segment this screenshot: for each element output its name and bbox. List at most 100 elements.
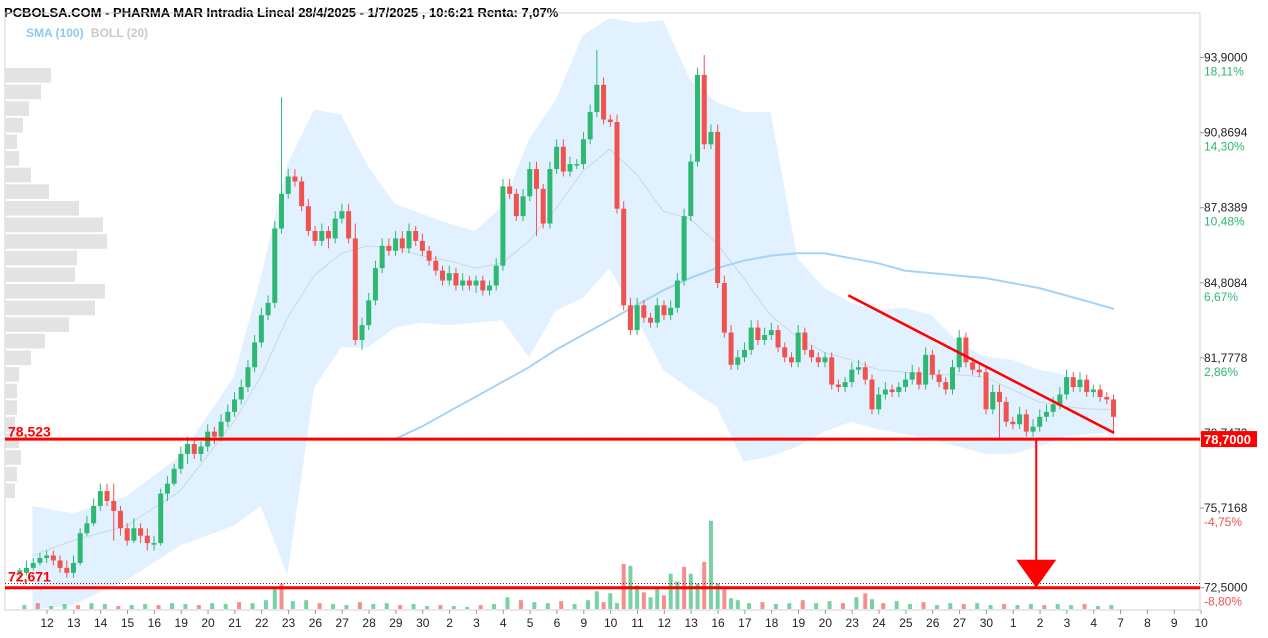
candle-body bbox=[131, 528, 137, 541]
volume-profile-bar bbox=[5, 151, 19, 166]
volume-profile-bar bbox=[5, 300, 95, 316]
candle-body bbox=[171, 468, 177, 484]
projection-arrow-head bbox=[1016, 559, 1057, 588]
volume-bar bbox=[156, 605, 161, 609]
volume-profile-bar bbox=[5, 350, 31, 366]
volume-bar bbox=[1069, 605, 1074, 609]
volume-bar bbox=[76, 605, 81, 609]
x-tick-label: 30 bbox=[416, 616, 430, 630]
candle-body bbox=[84, 523, 90, 534]
x-tick-label: 19 bbox=[175, 616, 189, 630]
candle-body bbox=[1030, 426, 1036, 432]
candle-body bbox=[232, 399, 238, 412]
volume-bar bbox=[116, 606, 121, 609]
volume-bar bbox=[948, 603, 953, 609]
volume-bar bbox=[371, 604, 376, 609]
volume-profile-bar bbox=[5, 200, 79, 216]
volume-bar bbox=[1042, 605, 1047, 609]
volume-profile-bar bbox=[5, 234, 107, 249]
volume-bar bbox=[814, 603, 819, 609]
candle-body bbox=[1070, 377, 1076, 388]
candle-body bbox=[386, 245, 392, 251]
candle-body bbox=[453, 273, 459, 286]
volume-bar bbox=[708, 520, 713, 609]
volume-bar bbox=[102, 604, 107, 609]
x-tick-label: 21 bbox=[228, 616, 242, 630]
candle-body bbox=[419, 240, 425, 251]
candle-body bbox=[533, 169, 539, 189]
x-tick-label: 20 bbox=[201, 616, 215, 630]
volume-bar bbox=[747, 603, 752, 609]
candle-body bbox=[285, 176, 291, 194]
volume-bar bbox=[223, 604, 228, 609]
candle-body bbox=[305, 206, 311, 231]
x-tick-label: 20 bbox=[819, 616, 833, 630]
candle-body bbox=[990, 392, 996, 410]
candle-body bbox=[856, 367, 862, 370]
volume-bar bbox=[854, 597, 859, 609]
volume-bar bbox=[344, 605, 349, 609]
volume-bar bbox=[702, 561, 707, 609]
x-tick-label: 24 bbox=[872, 616, 886, 630]
volume-bar bbox=[975, 603, 980, 609]
volume-bar bbox=[661, 595, 666, 609]
volume-bar bbox=[237, 602, 242, 609]
volume-bar bbox=[290, 601, 295, 609]
volume-bar bbox=[279, 583, 284, 609]
x-tick-label: 12 bbox=[658, 616, 672, 630]
volume-bar bbox=[304, 600, 309, 609]
candle-body bbox=[775, 330, 781, 348]
candle-body bbox=[896, 387, 902, 393]
candle-body bbox=[70, 562, 76, 573]
volume-bar bbox=[532, 602, 537, 609]
bollinger-band-area bbox=[32, 18, 1115, 610]
volume-bar bbox=[357, 602, 362, 609]
y-tick-price: 93,9000 bbox=[1204, 51, 1248, 65]
volume-bar bbox=[614, 603, 619, 609]
x-tick-label: 6 bbox=[554, 616, 561, 630]
candle-body bbox=[728, 332, 734, 365]
volume-bar bbox=[894, 601, 899, 609]
candle-body bbox=[91, 505, 97, 524]
volume-bar bbox=[934, 605, 939, 609]
candle-body bbox=[949, 367, 955, 390]
x-tick-label: 9 bbox=[1171, 616, 1178, 630]
x-tick-label: 23 bbox=[846, 616, 860, 630]
candle-body bbox=[44, 555, 50, 558]
volume-bar bbox=[722, 589, 727, 609]
candle-body bbox=[916, 372, 922, 385]
x-tick-label: 16 bbox=[148, 616, 162, 630]
candle-body bbox=[909, 372, 915, 380]
candle-body bbox=[574, 164, 580, 166]
x-tick-label: 28 bbox=[362, 616, 376, 630]
candle-body bbox=[312, 230, 318, 241]
x-tick-label: 23 bbox=[282, 616, 296, 630]
legend-sma[interactable]: SMA (100) bbox=[26, 26, 84, 40]
volume-bar bbox=[1055, 604, 1060, 609]
candle-body bbox=[869, 379, 875, 410]
candle-body bbox=[648, 317, 654, 323]
volume-bar bbox=[169, 603, 174, 609]
candle-body bbox=[480, 280, 486, 291]
candle-body bbox=[674, 280, 680, 308]
candle-body bbox=[540, 188, 546, 224]
volume-bar bbox=[411, 604, 416, 609]
candle-body bbox=[715, 131, 721, 284]
volume-bar bbox=[787, 603, 792, 609]
volume-bar bbox=[35, 603, 40, 609]
candle-body bbox=[721, 283, 727, 333]
x-tick-label: 4 bbox=[1090, 616, 1097, 630]
x-tick-label: 25 bbox=[899, 616, 913, 630]
candle-body bbox=[1043, 411, 1049, 417]
legend-boll[interactable]: BOLL (20) bbox=[90, 26, 149, 40]
candle-body bbox=[735, 357, 741, 365]
volume-bar bbox=[210, 603, 215, 609]
candle-body bbox=[413, 230, 419, 241]
y-tick-percent: 14,30% bbox=[1204, 140, 1245, 154]
volume-bar bbox=[398, 605, 403, 609]
candle-body bbox=[929, 354, 935, 375]
candle-body bbox=[1023, 414, 1029, 432]
volume-bar bbox=[1095, 606, 1100, 609]
volume-bar bbox=[492, 604, 497, 609]
